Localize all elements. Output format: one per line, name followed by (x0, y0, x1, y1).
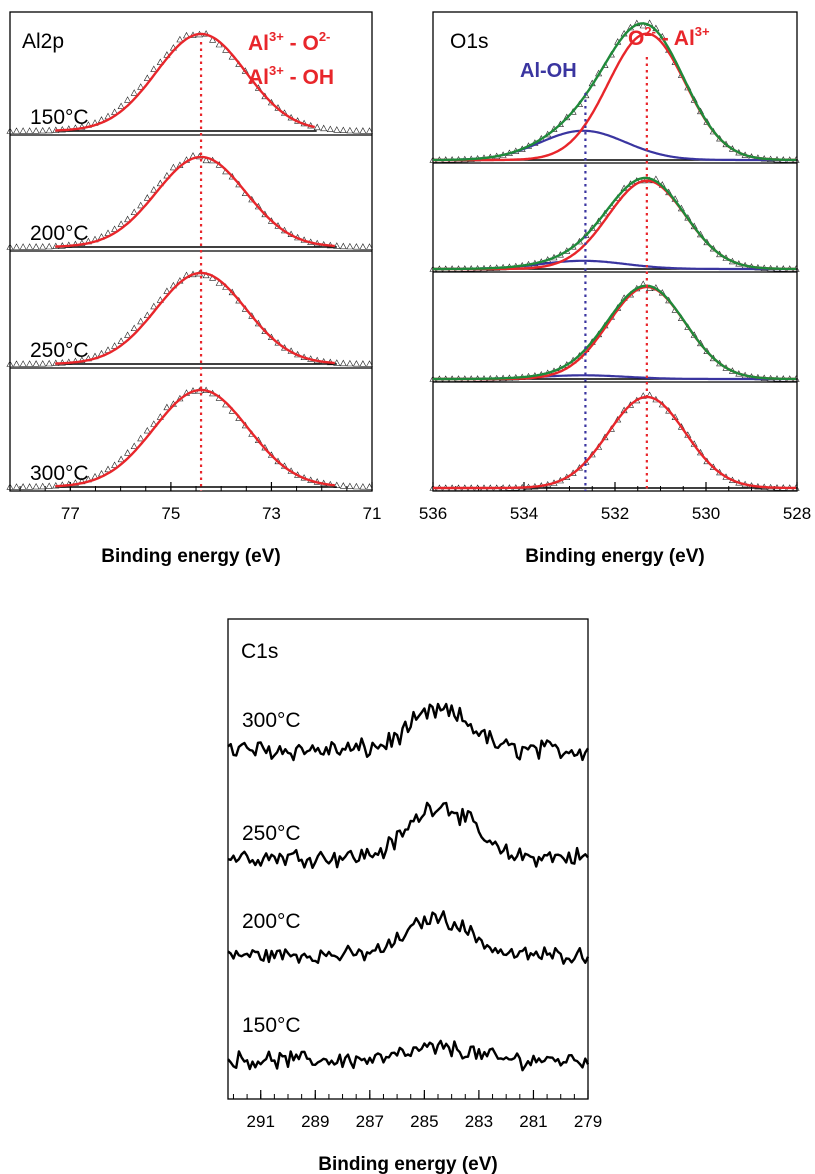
species-annotation: Al3+ - O2- (248, 29, 330, 55)
fit-curve (55, 32, 315, 132)
spectrum-line (227, 702, 590, 762)
x-tick-label: 528 (783, 504, 811, 523)
x-tick-label: 285 (410, 1112, 438, 1131)
x-tick-label: 291 (247, 1112, 275, 1131)
series-label: 150°C (30, 106, 89, 129)
panel-title: C1s (241, 640, 278, 663)
spectrum-line (227, 1039, 590, 1072)
x-tick-label: 279 (574, 1112, 602, 1131)
x-tick-label: 289 (301, 1112, 329, 1131)
oxide-component-curve (433, 285, 797, 381)
series-label: 250°C (30, 339, 89, 362)
o1s-frame (432, 11, 798, 492)
species-annotation: Al3+ - OH (248, 63, 334, 89)
x-tick-label: 77 (61, 504, 80, 523)
x-tick-label: 287 (356, 1112, 384, 1131)
x-tick-label: 71 (363, 504, 382, 523)
fit-curve (55, 155, 335, 248)
al2p-panel: 77 75 73 71 Binding energy (eV) 150°C 200°C 250… (6, 11, 382, 567)
oxide-component-curve (433, 395, 797, 490)
fit-curve (55, 271, 335, 365)
x-tick-label: 281 (519, 1112, 547, 1131)
x-tick-label: 283 (465, 1112, 493, 1131)
series-label: 200°C (30, 222, 89, 245)
envelope-curve (433, 22, 797, 162)
x-tick-label: 532 (601, 504, 629, 523)
data-points (429, 175, 800, 272)
series-label: 200°C (242, 910, 301, 933)
x-tick-label: 534 (510, 504, 538, 523)
x-tick-label: 530 (692, 504, 720, 523)
x-axis-label: Binding energy (eV) (101, 546, 280, 567)
x-tick-label: 75 (161, 504, 180, 523)
series-label: 250°C (242, 822, 301, 845)
spectrum-line (227, 801, 589, 869)
series-label: 150°C (242, 1014, 301, 1037)
data-points (429, 280, 800, 382)
x-axis-label: Binding energy (eV) (525, 546, 704, 567)
oxide-component-curve (433, 179, 797, 271)
envelope-curve (433, 284, 797, 381)
x-axis-label: Binding energy (eV) (318, 1154, 497, 1174)
spectrum-line (227, 910, 590, 965)
x-tick-label: 73 (262, 504, 281, 523)
o1s-panel: 536 534 532 530 528 Binding energy (eV) O1s Al-… (419, 11, 811, 567)
fit-curve (55, 388, 335, 488)
panel-title: Al2p (22, 30, 64, 53)
series-label: 300°C (242, 709, 301, 732)
c1s-panel: 291 289 287 285 283 281 279 Binding energy (eV)… (227, 618, 602, 1174)
data-points (429, 391, 800, 491)
species-annotation: Al-OH (520, 60, 577, 82)
x-tick-label: 536 (419, 504, 447, 523)
panel-title: O1s (450, 30, 489, 53)
oh-component-curve (433, 129, 797, 162)
series-label: 300°C (30, 462, 89, 485)
envelope-curve (433, 176, 797, 271)
species-annotation: O2- - Al3+ (628, 24, 710, 50)
c1s-frame (227, 618, 589, 1100)
